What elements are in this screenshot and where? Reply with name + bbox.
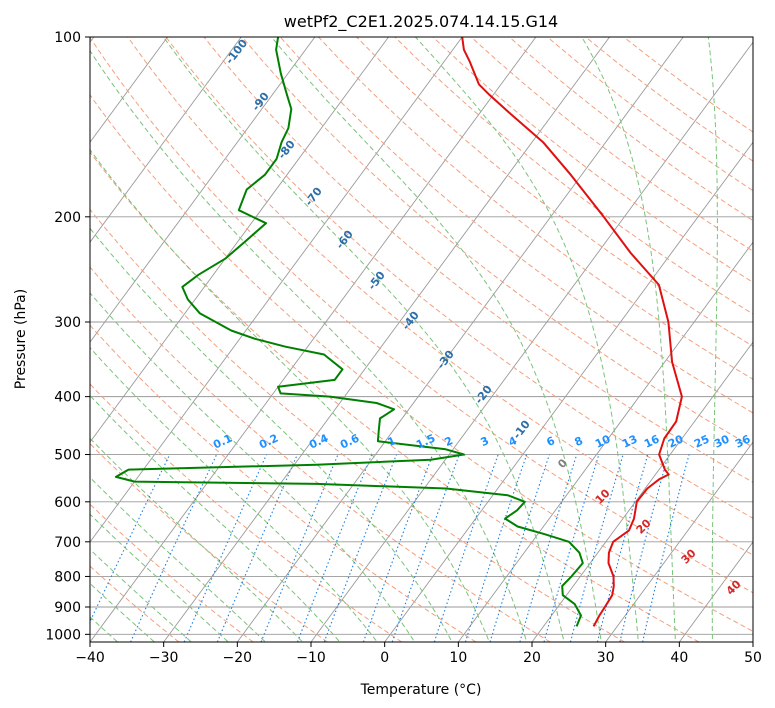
x-tick-label: −40 <box>75 650 105 666</box>
mixing-ratio-line <box>296 454 373 642</box>
moist-adiabat-line <box>90 148 490 642</box>
isotherm-line <box>90 37 242 243</box>
moist-adiabat-line <box>90 476 267 642</box>
y-axis-title: Pressure (hPa) <box>13 289 29 389</box>
mixing-ratio-line <box>183 454 268 642</box>
y-tick-label: 300 <box>54 315 81 331</box>
y-tick-label: 400 <box>54 390 81 406</box>
mixing-ratio-line <box>260 454 339 642</box>
mixing-ratio-label: 20 <box>666 432 686 450</box>
x-tick-label: 40 <box>670 650 688 666</box>
y-tick-label: 100 <box>54 30 81 46</box>
y-tick-label: 800 <box>54 569 81 585</box>
y-tick-label: 200 <box>54 210 81 226</box>
dry-adiabat-line <box>394 37 753 315</box>
dry-adiabat-line <box>90 565 180 642</box>
mixing-ratio-label: 25 <box>692 432 711 450</box>
isotherm-line <box>90 37 389 443</box>
mixing-ratio-line <box>642 454 690 642</box>
moist-adiabat-line <box>415 37 639 642</box>
isotherm-line <box>457 241 753 642</box>
mixing-ratio-line <box>489 454 550 642</box>
x-axis: −40 −30 −20 −10 0 10 20 30 40 50 <box>75 642 762 666</box>
isotherm-line <box>384 141 753 642</box>
isotherm-line <box>310 41 753 642</box>
plot-grid <box>90 37 753 642</box>
x-tick-label: 0 <box>380 650 389 666</box>
y-tick-label: 900 <box>54 600 81 616</box>
moist-adiabat-line <box>271 37 602 642</box>
dry-adiabat-line <box>90 442 328 642</box>
plot-series <box>114 37 683 627</box>
chart-title: wetPf2_C2E1.2025.074.14.15.G14 <box>284 12 558 32</box>
dry-adiabat-line <box>90 266 551 642</box>
mixing-ratio-label: 30 <box>712 432 732 450</box>
mixing-ratio-line <box>323 454 398 642</box>
dry-adiabat-line <box>432 37 753 283</box>
x-tick-label: 10 <box>449 650 467 666</box>
mixing-ratio-line <box>130 454 218 642</box>
dry-adiabat-line <box>90 208 625 642</box>
mixing-ratio-label: 10 <box>593 432 613 450</box>
isotherm-line <box>163 37 610 642</box>
mixing-ratio-label: 36 <box>733 432 753 450</box>
dry-adiabat-line <box>165 37 753 519</box>
mixing-ratio-line <box>433 454 499 642</box>
moist-adiabat-line <box>581 37 676 642</box>
isotherm-line <box>90 37 316 343</box>
x-tick-label: −20 <box>223 650 253 666</box>
dry-adiabat-line <box>90 324 477 642</box>
x-tick-label: 20 <box>523 650 541 666</box>
dry-adiabat-line <box>90 151 700 642</box>
isotherm-line <box>90 37 168 143</box>
dry-adiabat-line <box>279 37 753 414</box>
mixing-ratio-label: 13 <box>620 432 639 450</box>
dry-adiabat-line <box>203 37 753 483</box>
dry-adiabat-line <box>90 503 254 642</box>
moist-adiabat-line <box>707 37 718 642</box>
y-tick-label: 1000 <box>45 627 81 643</box>
y-axis: 100 200 300 400 500 600 700 800 900 1000 <box>45 30 90 643</box>
isotherm-line <box>531 341 753 642</box>
plot-frame <box>89 36 754 643</box>
mixing-ratio-label: 16 <box>642 432 662 450</box>
mixing-ratio-line <box>543 454 600 642</box>
mixing-ratio-line <box>519 454 578 642</box>
y-tick-label: 500 <box>54 448 81 464</box>
moist-adiabat-line <box>90 227 453 642</box>
isotherm-line <box>90 37 537 642</box>
moist-adiabat-line <box>90 437 304 642</box>
mixing-ratio-line <box>569 454 624 642</box>
mixing-ratio-line <box>391 454 460 642</box>
isotherm-line <box>236 37 684 642</box>
mixing-ratio-line <box>90 454 171 623</box>
x-tick-label: 50 <box>744 650 762 666</box>
isotherm-line <box>90 37 463 543</box>
x-tick-label: −30 <box>149 650 179 666</box>
dry-adiabat-line <box>318 37 753 380</box>
dewpoint-profile-line <box>114 37 584 627</box>
moist-adiabat-line <box>90 292 416 642</box>
mixing-ratio-line <box>216 454 298 642</box>
temperature-profile-line <box>461 37 683 627</box>
dry-adiabat-line <box>90 94 753 632</box>
x-tick-label: −10 <box>296 650 326 666</box>
isotherm-line <box>605 441 753 642</box>
x-axis-title: Temperature (°C) <box>360 682 482 698</box>
mixing-ratio-line <box>362 454 434 642</box>
y-tick-label: 700 <box>54 535 81 551</box>
x-tick-label: 30 <box>597 650 615 666</box>
moist-adiabat-line <box>90 394 341 642</box>
y-tick-label: 600 <box>54 495 81 511</box>
moist-adiabat-line <box>162 37 565 642</box>
